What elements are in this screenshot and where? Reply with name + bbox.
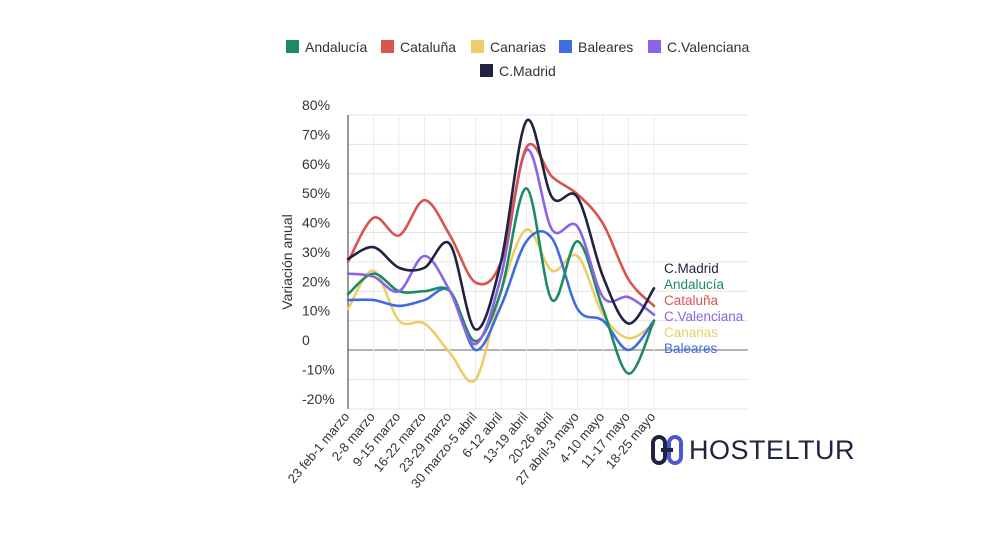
legend-label: C.Valenciana bbox=[667, 39, 749, 55]
legend-swatch bbox=[480, 64, 493, 77]
y-tick-label: 10% bbox=[302, 303, 330, 319]
y-tick-label: 30% bbox=[302, 244, 330, 260]
series-line-andaluc-a bbox=[346, 187, 656, 375]
y-tick-label: 40% bbox=[302, 215, 330, 231]
legend-item-c-valenciana[interactable]: C.Valenciana bbox=[648, 39, 749, 55]
y-tick-label: 70% bbox=[302, 126, 330, 142]
series-lines bbox=[346, 118, 656, 383]
series-line-c-valenciana bbox=[346, 148, 656, 346]
series-end-labels: C.MadridAndalucíaCataluñaC.ValencianaCan… bbox=[664, 261, 744, 356]
y-tick-label: 0 bbox=[302, 332, 310, 348]
hosteltur-logo: HOSTELTUR bbox=[651, 434, 855, 466]
y-tick-label: -10% bbox=[302, 362, 335, 378]
legend-item-baleares[interactable]: Baleares bbox=[559, 39, 633, 55]
y-axis-label: Variación anual bbox=[279, 214, 295, 309]
y-axis-ticks: -20% -10% 0 10% 20% 30% 40% 50% 60% 70% 80% bbox=[302, 97, 335, 407]
legend-swatch bbox=[559, 40, 572, 53]
hosteltur-logo-icon bbox=[651, 435, 683, 465]
legend-item-catalu-a[interactable]: Cataluña bbox=[381, 39, 456, 55]
series-end-label: C.Valenciana bbox=[664, 309, 744, 324]
y-tick-label: -20% bbox=[302, 391, 335, 407]
series-end-label: C.Madrid bbox=[664, 261, 719, 276]
y-tick-label: 50% bbox=[302, 185, 330, 201]
legend-label: Andalucía bbox=[305, 39, 367, 55]
y-tick-label: 80% bbox=[302, 97, 330, 113]
legend-label: Baleares bbox=[578, 39, 633, 55]
hosteltur-logo-text: HOSTELTUR bbox=[689, 434, 856, 465]
series-line-c-madrid bbox=[346, 118, 656, 331]
legend-label: C.Madrid bbox=[499, 63, 556, 79]
legend-item-canarias[interactable]: Canarias bbox=[471, 39, 546, 55]
legend-label: Canarias bbox=[490, 39, 546, 55]
series-end-label: Canarias bbox=[664, 325, 718, 340]
series-line-baleares bbox=[346, 230, 656, 352]
legend-item-andaluc-a[interactable]: Andalucía bbox=[286, 39, 367, 55]
legend-swatch bbox=[381, 40, 394, 53]
legend: Andalucía Cataluña Canarias Baleares C.Valen… bbox=[286, 39, 749, 79]
legend-swatch bbox=[286, 40, 299, 53]
legend-label: Cataluña bbox=[400, 39, 456, 55]
y-tick-label: 60% bbox=[302, 156, 330, 172]
series-end-label: Baleares bbox=[664, 341, 718, 356]
y-tick-label: 20% bbox=[302, 273, 330, 289]
legend-swatch bbox=[471, 40, 484, 53]
legend-item-c-madrid[interactable]: C.Madrid bbox=[480, 63, 556, 79]
series-end-label: Cataluña bbox=[664, 293, 719, 308]
series-end-label: Andalucía bbox=[664, 277, 725, 292]
legend-swatch bbox=[648, 40, 661, 53]
